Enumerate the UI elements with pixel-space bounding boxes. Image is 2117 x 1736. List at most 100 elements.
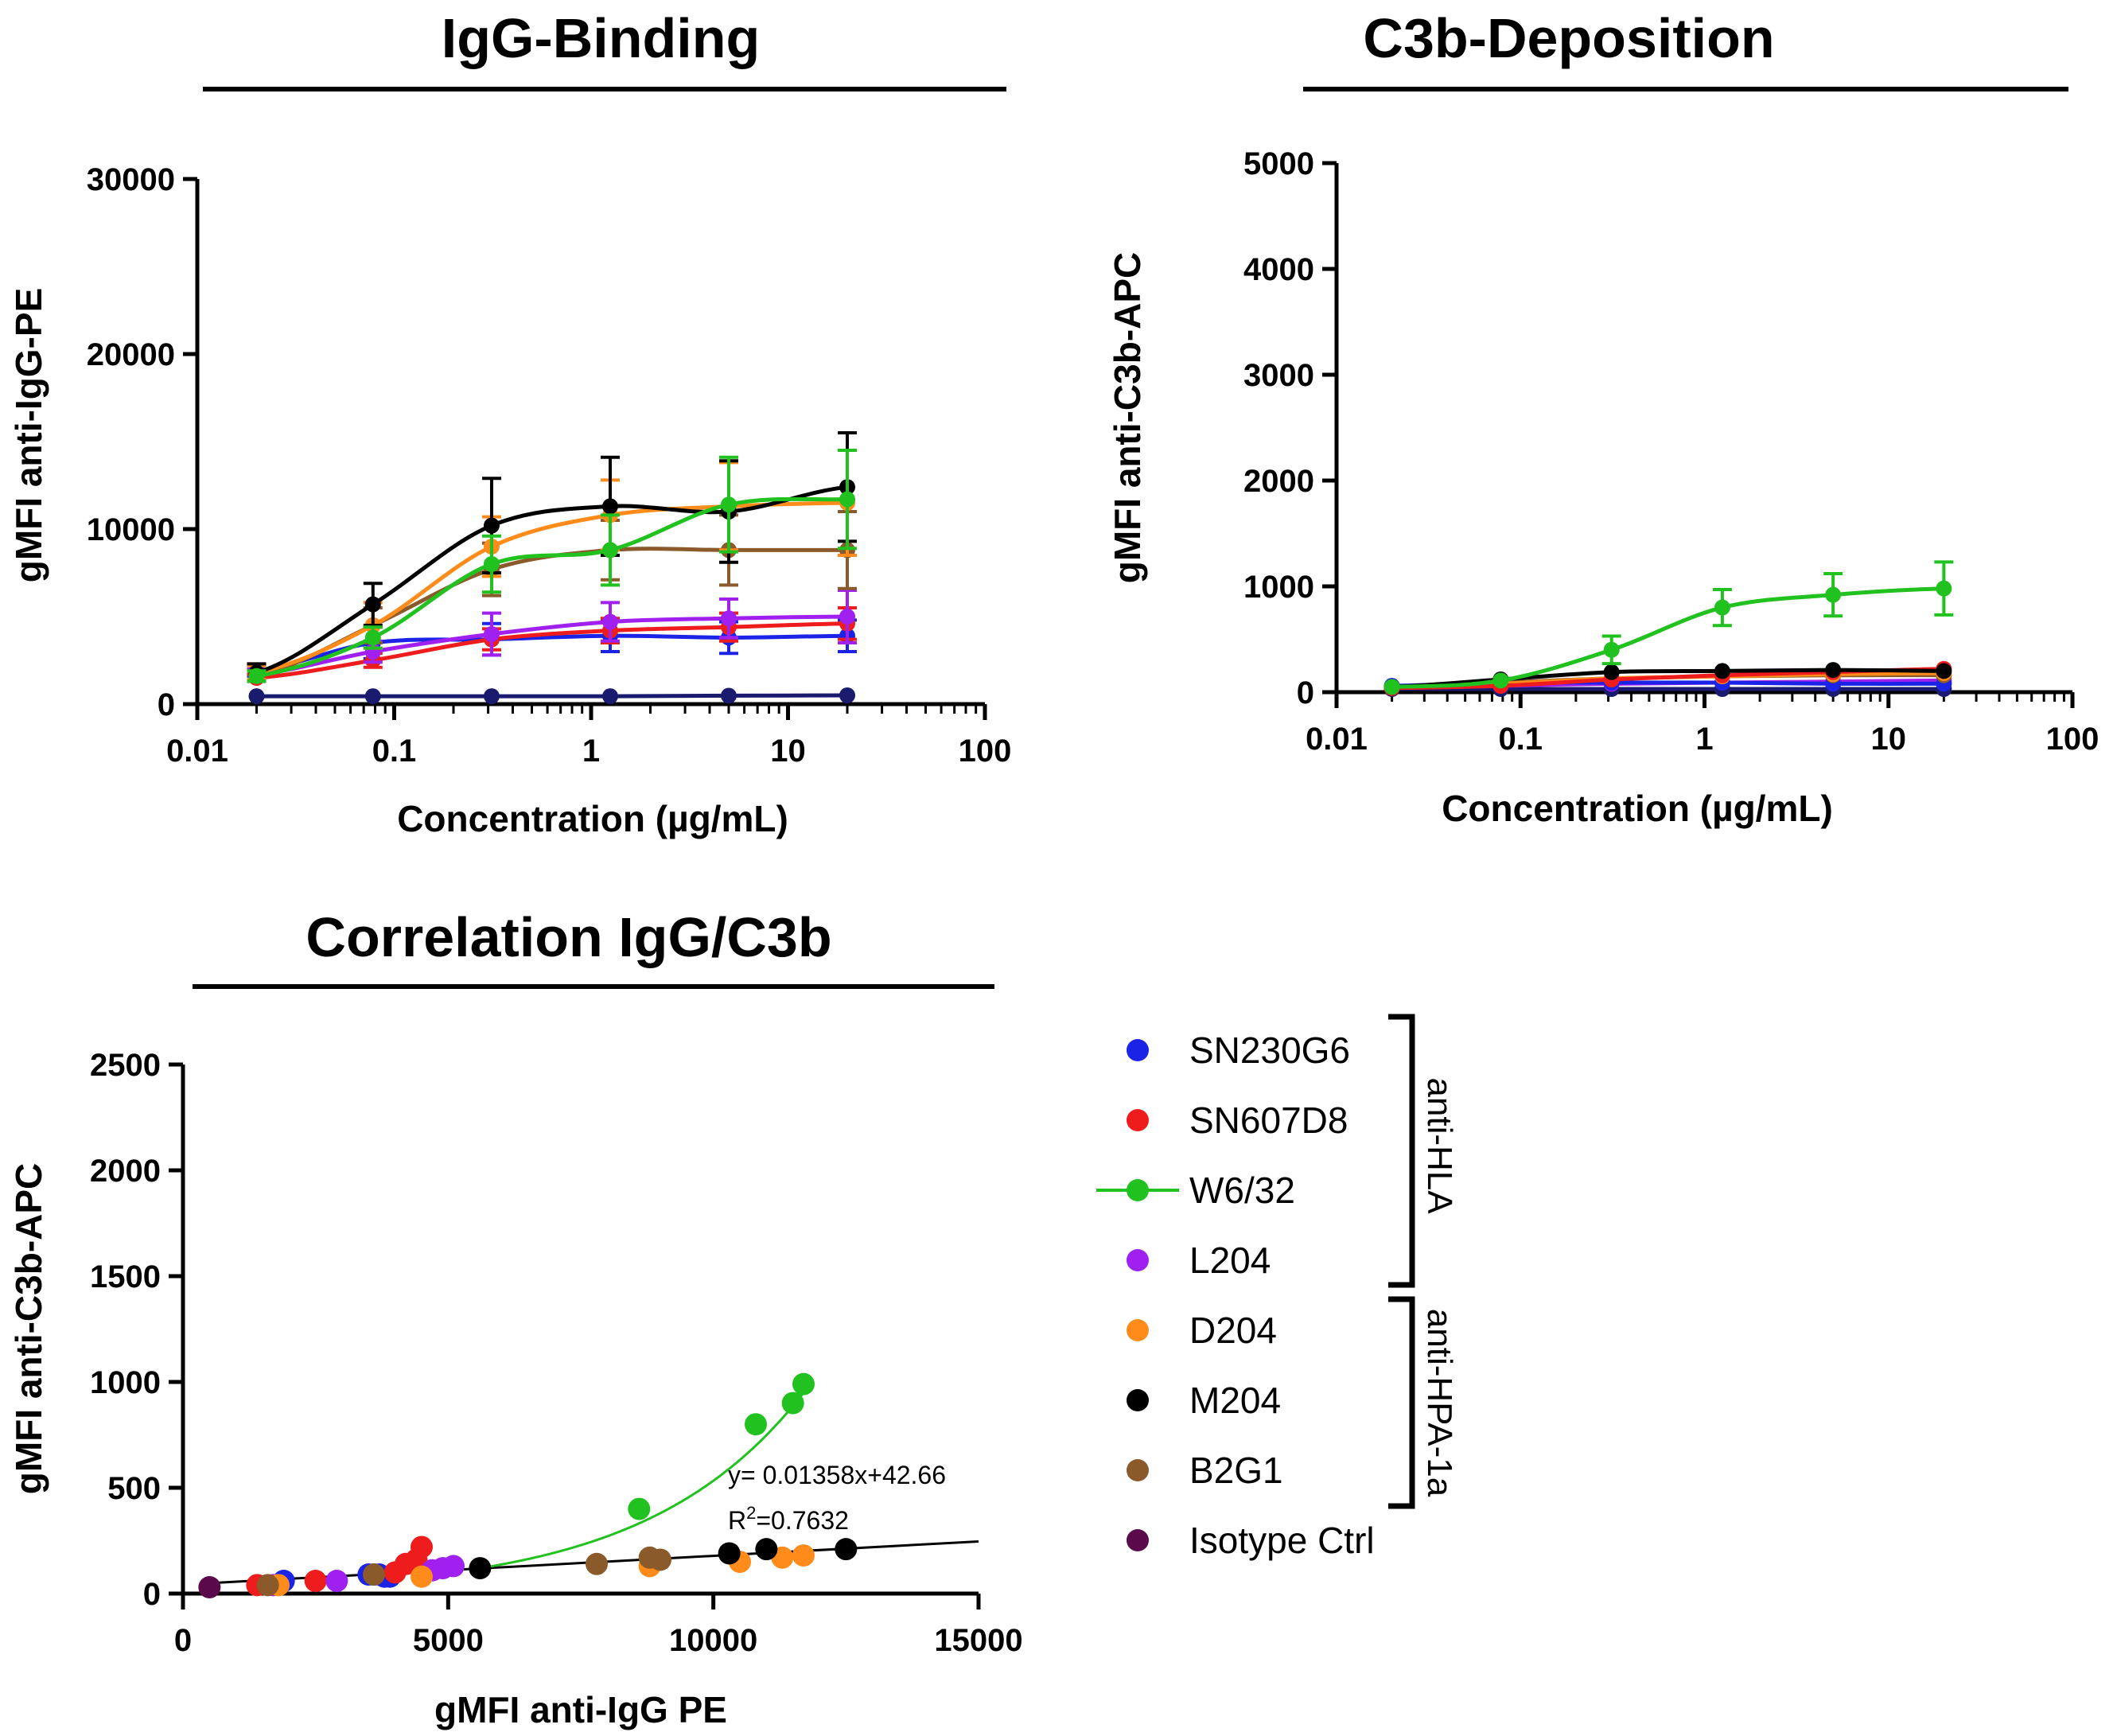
data-point — [483, 517, 500, 534]
series-curve — [256, 693, 848, 699]
x-tick-label: 1 — [582, 734, 600, 769]
y-tick-label: 3000 — [1243, 358, 1314, 393]
series-w6-32 — [628, 1372, 815, 1520]
chart-title: C3b-Deposition — [1363, 7, 1774, 69]
data-point — [601, 613, 618, 630]
chart-title: Correlation IgG/C3b — [305, 906, 831, 968]
y-tick-label: 5000 — [1243, 146, 1314, 181]
data-point — [755, 1538, 778, 1561]
group-label-anti-hla: anti-HLA — [1420, 1077, 1459, 1214]
series-curve — [256, 496, 848, 679]
data-point — [1714, 599, 1730, 616]
data-point — [601, 688, 618, 705]
y-tick-label: 1500 — [90, 1259, 161, 1294]
x-tick-label: 0.1 — [372, 734, 417, 769]
legend-marker — [1127, 1389, 1149, 1411]
legend: SN230G6 SN607D8 W6/32 L204 D204 M204 B2G1 Isoty… — [1096, 1014, 1459, 1561]
series-isotype-ctrl — [248, 687, 856, 705]
legend-label: L204 — [1189, 1240, 1271, 1281]
x-tick-label: 1 — [1695, 722, 1713, 757]
legend-item-w6-32: W6/32 — [1096, 1170, 1295, 1211]
data-point — [248, 668, 265, 684]
legend-label: D204 — [1189, 1310, 1277, 1351]
data-point — [304, 1570, 327, 1593]
legend-marker — [1127, 1039, 1149, 1061]
legend-item-l204: L204 — [1127, 1240, 1271, 1281]
x-tick-label: 10 — [770, 734, 806, 769]
data-point — [792, 1372, 815, 1395]
data-point — [720, 610, 737, 627]
r2-superscript: 2 — [746, 1503, 756, 1523]
y-tick-label: 2000 — [1243, 464, 1314, 499]
data-point — [364, 688, 381, 705]
x-tick-label: 10000 — [669, 1623, 757, 1658]
chart-correlation: Correlation IgG/C3b gMFI anti-IgG PE gMF… — [8, 906, 1023, 1730]
legend-marker — [1127, 1109, 1149, 1131]
y-axis-label: gMFI anti-C3b-APC — [8, 1163, 49, 1495]
series-curve — [255, 485, 848, 675]
series-w6-32 — [247, 449, 858, 684]
x-tick-label: 100 — [2046, 722, 2099, 757]
data-point — [628, 1497, 651, 1520]
y-tick-label: 0 — [158, 687, 175, 722]
legend-label: B2G1 — [1189, 1450, 1283, 1491]
x-tick-label: 10 — [1871, 722, 1907, 757]
legend-item-sn607d8: SN607D8 — [1127, 1100, 1348, 1141]
data-point — [586, 1552, 608, 1575]
r2-prefix: R — [728, 1506, 746, 1535]
data-point — [248, 688, 265, 705]
data-point — [1825, 662, 1842, 679]
data-point — [601, 498, 618, 515]
y-axis-label: gMFI anti-C3b-APC — [1107, 252, 1148, 584]
data-point — [364, 596, 381, 613]
data-point — [718, 1542, 741, 1565]
y-tick-label: 2000 — [90, 1154, 161, 1189]
bracket-anti-hpa-1a — [1388, 1296, 1415, 1509]
legend-marker — [1127, 1179, 1149, 1201]
x-axis-label: Concentration (µg/mL) — [397, 798, 788, 839]
data-point — [720, 687, 737, 704]
legend-marker — [1127, 1249, 1149, 1271]
data-point — [835, 1538, 858, 1561]
y-tick-label: 1000 — [90, 1365, 161, 1400]
data-point — [483, 626, 500, 642]
x-tick-label: 0.01 — [1306, 722, 1368, 757]
series-curve — [1391, 668, 1944, 689]
y-axis-label: gMFI anti-IgG-PE — [8, 288, 49, 583]
series-curve — [1391, 586, 1944, 689]
w6-32-trend-curve — [480, 1388, 807, 1570]
data-point — [256, 1574, 279, 1597]
data-point — [839, 491, 856, 508]
series-sn607d8 — [246, 1536, 433, 1597]
r2-value: =0.7632 — [756, 1506, 849, 1535]
data-point — [364, 629, 381, 646]
data-point — [720, 496, 737, 513]
legend-label: SN230G6 — [1189, 1030, 1350, 1071]
legend-label: M204 — [1189, 1380, 1281, 1421]
x-tick-label: 0 — [174, 1623, 192, 1658]
data-point — [1603, 664, 1620, 680]
legend-label: Isotype Ctrl — [1189, 1520, 1375, 1561]
legend-marker — [1127, 1319, 1149, 1341]
x-axis-label: Concentration (µg/mL) — [1442, 788, 1833, 829]
y-tick-label: 0 — [1297, 675, 1314, 710]
y-tick-label: 2500 — [90, 1048, 161, 1083]
data-point — [601, 542, 618, 559]
series-curve — [256, 500, 848, 675]
group-label-anti-hpa-1a: anti-HPA-1a — [1420, 1309, 1459, 1497]
data-point — [363, 1563, 385, 1586]
legend-item-d204: D204 — [1127, 1310, 1277, 1351]
data-point — [198, 1576, 221, 1599]
regression-equation: y= 0.01358x+42.66 — [728, 1461, 946, 1489]
data-point — [1383, 679, 1400, 695]
series-curve — [256, 614, 848, 677]
legend-marker — [1127, 1529, 1149, 1551]
data-point — [1825, 586, 1842, 603]
chart-title: IgG-Binding — [442, 7, 760, 69]
series-isotype-ctrl — [198, 1576, 221, 1599]
data-point — [442, 1555, 465, 1578]
data-point — [325, 1570, 348, 1593]
data-point — [1936, 580, 1952, 597]
data-point — [649, 1548, 671, 1571]
